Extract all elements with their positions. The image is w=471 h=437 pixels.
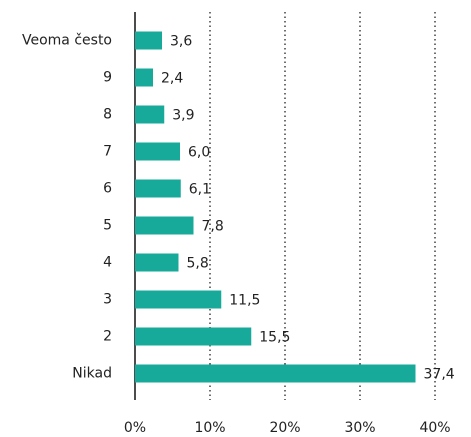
value-label: 3,6 [170,34,192,50]
y-tick-label: Veoma često [22,33,112,49]
x-tick-label: 20% [269,420,300,436]
y-tick-label: 4 [103,255,112,271]
value-label: 7,8 [202,219,224,235]
y-tick-label: 2 [103,329,112,345]
bar [135,142,180,161]
value-label: 5,8 [187,256,209,272]
y-tick-label: 7 [103,144,112,160]
value-label: 2,4 [161,71,183,87]
bar [135,105,165,124]
y-tick-label: 9 [103,70,112,86]
bar [135,327,252,346]
y-tick-label: 6 [103,181,112,197]
bar [135,364,416,383]
x-tick-label: 10% [194,420,225,436]
bar [135,31,162,50]
value-label: 3,9 [172,108,194,124]
y-tick-label: Nikad [72,366,112,382]
x-tick-label: 40% [419,420,450,436]
value-label: 6,0 [188,145,210,161]
bar [135,253,179,272]
bar [135,68,153,87]
x-tick-label: 0% [124,420,146,436]
value-label: 6,1 [189,182,211,198]
y-tick-label: 8 [103,107,112,123]
bar [135,179,181,198]
value-label: 11,5 [229,293,260,309]
value-label: 15,5 [259,330,290,346]
bar [135,290,222,309]
value-label: 37,4 [424,367,455,383]
x-tick-label: 30% [344,420,375,436]
y-tick-label: 3 [103,292,112,308]
y-tick-label: 5 [103,218,112,234]
bar [135,216,194,235]
